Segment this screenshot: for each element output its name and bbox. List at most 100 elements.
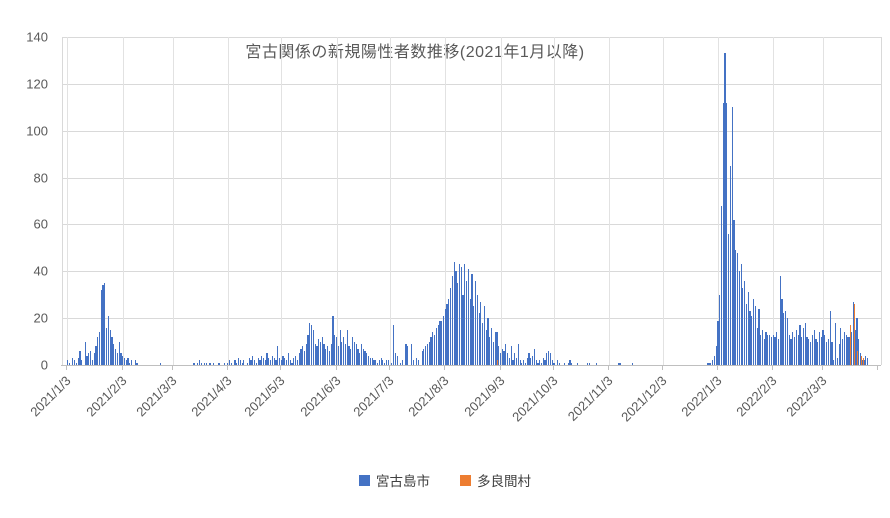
- bar-miyakojima: [824, 334, 826, 365]
- bar-miyakojima: [842, 339, 844, 365]
- bar-miyakojima: [736, 252, 739, 365]
- bar-miyakojima: [856, 318, 858, 365]
- bar-miyakojima: [259, 360, 261, 365]
- vertical-gridline: [67, 37, 69, 365]
- bar-miyakojima: [97, 336, 99, 365]
- bar-miyakojima: [512, 360, 514, 365]
- plot-area: [62, 37, 882, 365]
- bar-miyakojima: [88, 353, 90, 365]
- bar-miyakojima: [255, 362, 257, 365]
- bar-miyakojima: [91, 360, 93, 365]
- bar-miyakojima: [801, 336, 803, 365]
- bar-miyakojima: [776, 332, 778, 365]
- bar-miyakojima: [95, 346, 97, 365]
- x-axis-tick: [661, 366, 663, 370]
- x-axis-tick: [444, 366, 446, 370]
- x-axis-tick-label: 2021/12/3: [617, 373, 670, 425]
- bar-miyakojima: [104, 283, 106, 365]
- bar-miyakojima: [867, 357, 869, 365]
- vertical-gridline: [500, 37, 502, 365]
- bar-miyakojima: [204, 362, 206, 365]
- bar-miyakojima: [118, 341, 120, 365]
- y-axis-tick-label: 140: [26, 29, 48, 45]
- bar-miyakojima: [551, 360, 553, 365]
- horizontal-gridline: [63, 224, 881, 226]
- bar-miyakojima: [325, 348, 327, 365]
- vertical-gridline: [823, 37, 825, 365]
- x-axis-tick-label: 2022/1/3: [678, 373, 725, 420]
- bar-miyakojima: [268, 357, 270, 365]
- bar-miyakojima: [410, 343, 412, 365]
- bar-miyakojima: [437, 325, 439, 365]
- bar-miyakojima: [375, 360, 377, 365]
- bar-miyakojima: [503, 350, 505, 365]
- bar-miyakojima: [833, 360, 835, 365]
- bar-miyakojima: [446, 304, 448, 365]
- bar-miyakojima: [548, 350, 550, 365]
- bar-miyakojima: [270, 360, 272, 365]
- bar-miyakojima: [114, 348, 117, 365]
- bar-miyakojima: [476, 294, 478, 365]
- bar-tarama: [853, 304, 855, 365]
- bar-miyakojima: [507, 353, 509, 365]
- bar-miyakojima: [467, 268, 470, 365]
- bar-miyakojima: [571, 362, 573, 365]
- bar-miyakojima: [314, 343, 316, 365]
- bar-miyakojima: [450, 287, 452, 365]
- bar-miyakojima: [366, 353, 368, 365]
- bar-miyakojima: [241, 362, 243, 365]
- bar-miyakojima: [339, 329, 341, 365]
- bar-miyakojima: [482, 322, 484, 365]
- bar-miyakojima: [820, 336, 822, 365]
- bar-miyakojima: [234, 360, 236, 365]
- bar-miyakojima: [810, 341, 812, 365]
- x-axis-tick: [772, 366, 774, 370]
- bar-miyakojima: [505, 343, 507, 365]
- bar-miyakojima: [540, 362, 543, 365]
- bar-miyakojima: [421, 350, 423, 365]
- bar-miyakojima: [432, 332, 434, 365]
- bar-miyakojima: [428, 341, 430, 365]
- bar-miyakojima: [271, 355, 273, 365]
- bar-miyakojima: [296, 360, 298, 365]
- bar-miyakojima: [280, 360, 282, 365]
- bar-miyakojima: [535, 360, 537, 365]
- x-axis-tick: [877, 366, 879, 370]
- bar-miyakojima: [302, 346, 304, 365]
- bar-miyakojima: [549, 353, 551, 365]
- legend-swatch-tarama-icon: [460, 474, 471, 486]
- bar-miyakojima: [747, 292, 749, 365]
- bar-miyakojima: [79, 350, 81, 365]
- bar-miyakojima: [451, 275, 453, 365]
- bar-miyakojima: [779, 275, 781, 365]
- bar-miyakojima: [425, 346, 427, 365]
- bar-miyakojima: [435, 327, 437, 365]
- bar-miyakojima: [405, 343, 407, 365]
- bar-miyakojima: [494, 332, 496, 365]
- bar-miyakojima: [802, 327, 805, 365]
- bar-miyakojima: [335, 336, 338, 365]
- bar-miyakojima: [291, 362, 293, 365]
- bar-miyakojima: [159, 362, 161, 365]
- bar-miyakojima: [492, 341, 494, 365]
- x-axis-tick: [389, 366, 391, 370]
- bar-miyakojima: [84, 341, 86, 365]
- bar-miyakojima: [487, 318, 489, 365]
- bar-miyakojima: [323, 343, 325, 365]
- x-axis-tick-label: 2021/3/3: [132, 373, 180, 420]
- bar-tarama: [857, 350, 859, 365]
- y-axis-tick-label: 0: [40, 357, 48, 373]
- bar-miyakojima: [717, 320, 719, 365]
- bar-miyakojima: [457, 283, 459, 365]
- bar-miyakojima: [305, 343, 307, 365]
- bar-miyakojima: [230, 362, 232, 365]
- bar-miyakojima: [328, 350, 331, 365]
- bar-miyakojima: [75, 362, 77, 365]
- bar-miyakojima: [298, 353, 300, 365]
- bar-miyakojima: [287, 353, 290, 365]
- bar-miyakojima: [806, 336, 808, 365]
- bar-tarama: [850, 325, 852, 365]
- bar-miyakojima: [455, 271, 457, 365]
- bar-miyakojima: [788, 334, 790, 365]
